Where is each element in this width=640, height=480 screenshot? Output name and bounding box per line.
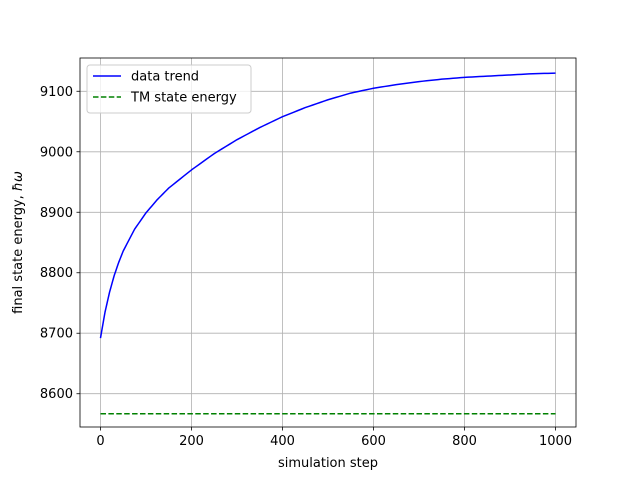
x-tick-label: 0 xyxy=(96,434,104,449)
y-axis-label: final state energy, ħω xyxy=(11,171,26,314)
x-axis-label: simulation step xyxy=(278,456,378,471)
legend: data trend TM state energy xyxy=(86,64,252,114)
plot-frame xyxy=(79,57,577,428)
x-tick-label: 1000 xyxy=(539,434,572,449)
y-tick-label: 9000 xyxy=(40,145,73,160)
series-line-data-trend xyxy=(99,72,556,339)
x-tick-label: 200 xyxy=(179,434,204,449)
grid xyxy=(80,58,576,427)
legend-label-data-trend: data trend xyxy=(131,70,199,85)
x-tick-label: 600 xyxy=(361,434,386,449)
y-axis-ticks: 8600 8700 8800 8900 9000 9100 xyxy=(40,85,80,402)
y-tick-label: 8700 xyxy=(40,327,73,342)
y-tick-label: 9100 xyxy=(40,85,73,100)
y-tick-label: 8600 xyxy=(40,387,73,402)
y-axis-label-text: final state energy, xyxy=(11,191,26,314)
legend-box xyxy=(86,64,252,114)
x-tick-label: 800 xyxy=(452,434,477,449)
plot-lines xyxy=(99,72,556,415)
y-tick-label: 8800 xyxy=(40,266,73,281)
legend-label-tm-state-energy: TM state energy xyxy=(130,91,237,106)
x-axis-ticks: 0 200 400 600 800 1000 xyxy=(96,427,572,449)
y-tick-label: 8900 xyxy=(40,206,73,221)
y-axis-label-symbol: ħω xyxy=(11,171,26,191)
x-tick-label: 400 xyxy=(270,434,295,449)
